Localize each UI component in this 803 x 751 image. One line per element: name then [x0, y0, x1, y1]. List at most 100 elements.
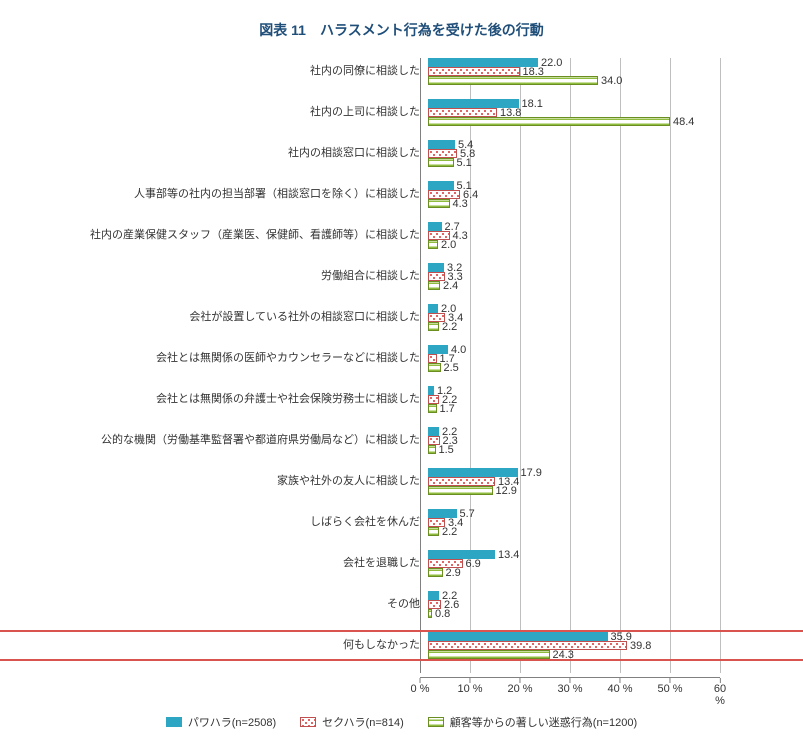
bar-kokyaku: 34.0: [428, 76, 598, 85]
bar-sekuhara: 5.8: [428, 149, 457, 158]
bar-pawahara: 1.2: [428, 386, 434, 395]
category-row: 社内の同僚に相談した22.018.334.0: [20, 58, 783, 85]
bar-value-label: 22.0: [541, 57, 562, 69]
legend-item: 顧客等からの著しい迷惑行為(n=1200): [428, 714, 637, 730]
bar-pawahara: 2.2: [428, 591, 439, 600]
chart-rows: 社内の同僚に相談した22.018.334.0社内の上司に相談した18.113.8…: [20, 58, 783, 673]
bar-value-label: 24.3: [553, 649, 574, 661]
bar-group: 2.22.60.8: [428, 591, 728, 618]
bar-sekuhara: 2.2: [428, 395, 439, 404]
category-label: 会社が設置している社外の相談窓口に相談した: [20, 311, 428, 324]
category-label: その他: [20, 598, 428, 611]
bar-group: 18.113.848.4: [428, 99, 728, 126]
category-row: 社内の産業保健スタッフ（産業医、保健師、看護師等）に相談した2.74.32.0: [20, 222, 783, 249]
bar-value-label: 2.9: [446, 567, 461, 579]
bar-kokyaku: 2.9: [428, 568, 443, 577]
legend-label: 顧客等からの著しい迷惑行為(n=1200): [450, 714, 637, 730]
bar-value-label: 17.9: [521, 467, 542, 479]
bar-group: 5.16.44.3: [428, 181, 728, 208]
category-row: 家族や社外の友人に相談した17.913.412.9: [20, 468, 783, 495]
category-label: 労働組合に相談した: [20, 270, 428, 283]
bar-sekuhara: 13.8: [428, 108, 497, 117]
chart-container: 図表 11 ハラスメント行為を受けた後の行動 社内の同僚に相談した 22.0 18.…: [20, 20, 783, 730]
bar-group: 22.018.334.0: [428, 58, 728, 85]
bar-value-label: 1.7: [440, 403, 455, 415]
category-row: その他2.22.60.8: [20, 591, 783, 618]
bar-group: 2.22.31.5: [428, 427, 728, 454]
bar-value-label: 48.4: [673, 116, 694, 128]
legend: パワハラ(n=2508) セクハラ(n=814) 顧客等からの著しい迷惑行為(n=1…: [20, 714, 783, 730]
category-row: 会社が設置している社外の相談窓口に相談した2.03.42.2: [20, 304, 783, 331]
category-row: 何もしなかった35.9 39.8 24.3: [20, 632, 783, 659]
bar-group: 13.46.92.9: [428, 550, 728, 577]
bar-kokyaku: 2.2: [428, 527, 439, 536]
bar-kokyaku: 2.2: [428, 322, 439, 331]
bar-group: 2.74.32.0: [428, 222, 728, 249]
bar-pawahara: 3.2: [428, 263, 444, 272]
bar-kokyaku: 2.0: [428, 240, 438, 249]
bar-value-label: 6.9: [466, 558, 481, 570]
bar-group: 35.9 39.8 24.3: [428, 632, 728, 659]
chart-title: 図表 11 ハラスメント行為を受けた後の行動: [20, 20, 783, 40]
legend-item: セクハラ(n=814): [300, 714, 404, 730]
bar-pawahara: 35.9: [428, 632, 608, 641]
bar-kokyaku: 48.4: [428, 117, 670, 126]
bar-value-label: 39.8: [630, 640, 651, 652]
category-row: しばらく会社を休んだ5.73.42.2: [20, 509, 783, 536]
category-row: 会社とは無関係の医師やカウンセラーなどに相談した4.01.72.5: [20, 345, 783, 372]
category-label: 会社とは無関係の医師やカウンセラーなどに相談した: [20, 352, 428, 365]
bar-sekuhara: 1.7: [428, 354, 437, 363]
category-row: 社内の上司に相談した18.113.848.4: [20, 99, 783, 126]
bar-group: 3.23.32.4: [428, 263, 728, 290]
x-tick: 40 %: [607, 678, 632, 695]
x-axis: 0 %10 %20 %30 %40 %50 %60 %: [420, 677, 720, 700]
bar-group: 17.9 13.412.9: [428, 468, 728, 495]
bar-sekuhara: 18.3: [428, 67, 520, 76]
bar-value-label: 4.3: [453, 198, 468, 210]
category-row: 公的な機関（労働基準監督署や都道府県労働局など）に相談した2.22.31.5: [20, 427, 783, 454]
legend-item: パワハラ(n=2508): [166, 714, 276, 730]
plot-area: 社内の同僚に相談した22.018.334.0社内の上司に相談した18.113.8…: [20, 58, 783, 700]
bar-group: 5.45.85.1: [428, 140, 728, 167]
bar-value-label: 2.0: [441, 239, 456, 251]
bar-value-label: 18.1: [522, 98, 543, 110]
category-row: 会社とは無関係の弁護士や社会保険労務士に相談した1.22.21.7: [20, 386, 783, 413]
bar-group: 2.03.42.2: [428, 304, 728, 331]
category-label: しばらく会社を休んだ: [20, 516, 428, 529]
category-label: 社内の同僚に相談した: [20, 65, 428, 78]
bar-value-label: 13.4: [498, 549, 519, 561]
bar-kokyaku: 1.7: [428, 404, 437, 413]
category-label: 会社とは無関係の弁護士や社会保険労務士に相談した: [20, 393, 428, 406]
category-label: 人事部等の社内の担当部署（相談窓口を除く）に相談した: [20, 188, 428, 201]
x-tick: 0 %: [411, 678, 430, 695]
x-tick: 20 %: [507, 678, 532, 695]
legend-label: パワハラ(n=2508): [188, 714, 276, 730]
x-tick: 60 %: [714, 678, 726, 707]
bar-kokyaku: 5.1: [428, 158, 454, 167]
category-label: 社内の産業保健スタッフ（産業医、保健師、看護師等）に相談した: [20, 229, 428, 242]
category-row: 社内の相談窓口に相談した5.45.85.1: [20, 140, 783, 167]
bar-pawahara: 13.4: [428, 550, 495, 559]
bar-kokyaku: 2.5: [428, 363, 441, 372]
bar-value-label: 2.2: [442, 526, 457, 538]
legend-swatch: [300, 717, 316, 727]
bar-sekuhara: 13.4: [428, 477, 495, 486]
bar-kokyaku: 1.5: [428, 445, 436, 454]
bar-kokyaku: 2.4: [428, 281, 440, 290]
bar-value-label: 0.8: [435, 608, 450, 620]
category-row: 人事部等の社内の担当部署（相談窓口を除く）に相談した5.16.44.3: [20, 181, 783, 208]
bar-kokyaku: 0.8: [428, 609, 432, 618]
bar-kokyaku: 12.9: [428, 486, 493, 495]
x-tick: 10 %: [457, 678, 482, 695]
bar-pawahara: 2.0: [428, 304, 438, 313]
legend-label: セクハラ(n=814): [322, 714, 404, 730]
bar-value-label: 34.0: [601, 75, 622, 87]
legend-swatch: [428, 717, 444, 727]
category-label: 何もしなかった: [20, 639, 428, 652]
bar-value-label: 1.5: [439, 444, 454, 456]
bar-group: 5.73.42.2: [428, 509, 728, 536]
bar-value-label: 2.5: [444, 362, 459, 374]
category-label: 公的な機関（労働基準監督署や都道府県労働局など）に相談した: [20, 434, 428, 447]
x-tick: 30 %: [557, 678, 582, 695]
bar-value-label: 2.4: [443, 280, 458, 292]
